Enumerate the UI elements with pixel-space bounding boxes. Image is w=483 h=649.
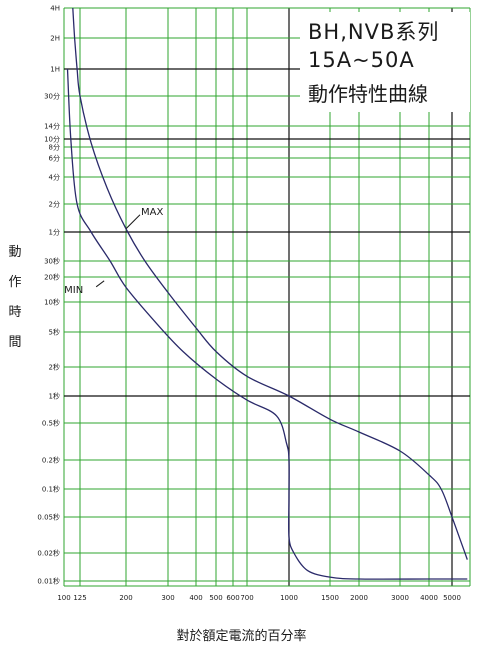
y-tick-label: 30分 (44, 92, 60, 101)
y-tick-label: 4分 (49, 173, 60, 182)
y-tick-label: 5秒 (49, 328, 60, 337)
grid-lines (63, 7, 471, 587)
x-tick-label: 2000 (350, 594, 368, 602)
x-tick-label: 100 (57, 594, 70, 602)
y-tick-label: 0.5秒 (42, 419, 60, 428)
y-tick-label: 20秒 (44, 273, 60, 282)
y-tick-label: 0.01秒 (37, 577, 60, 586)
curve-max (72, 7, 468, 560)
y-tick-label: 10秒 (44, 298, 60, 307)
x-tick-label: 200 (119, 594, 132, 602)
y-tick-label: 2H (50, 35, 60, 43)
x-tick-label: 400 (189, 594, 202, 602)
y-tick-label: 30秒 (44, 257, 60, 266)
chart-title-box: BH,NVB系列 15A~50A 動作特性曲線 (300, 12, 470, 112)
y-tick-label: 8分 (49, 143, 60, 152)
y-tick-label: 1秒 (49, 392, 60, 401)
y-tick-label: 2秒 (49, 363, 60, 372)
curve-min (66, 68, 468, 580)
y-tick-label: 0.2秒 (42, 456, 60, 465)
y-tick-label: 4H (50, 5, 60, 13)
x-tick-label: 300 (161, 594, 174, 602)
y-tick-label: 1分 (49, 228, 60, 237)
title-characteristic: 動作特性曲線 (308, 82, 428, 106)
y-axis-label: 動作時間 (8, 245, 22, 350)
y-tick-label: 2分 (49, 200, 60, 209)
y-tick-label: 6分 (49, 154, 60, 163)
x-tick-label: 1500 (321, 594, 339, 602)
x-tick-label: 500 (209, 594, 222, 602)
curve-labels: MAX MIN (64, 207, 163, 296)
x-tick-label: 3000 (391, 594, 409, 602)
curve-label-min: MIN (64, 285, 83, 296)
y-tick-label: 10分 (44, 135, 60, 144)
curve-label-leader (125, 214, 141, 230)
y-tick-label: 0.1秒 (42, 485, 60, 494)
curves (66, 7, 468, 580)
x-tick-label: 4000 (420, 594, 438, 602)
x-tick-label: 600 (226, 594, 239, 602)
title-series: BH,NVB系列 (308, 20, 440, 44)
tick-labels: 100 125 200 300 400 500 600 700 1000 1500 2000 3000… (37, 5, 461, 603)
y-tick-label: 0.02秒 (37, 549, 60, 558)
y-tick-label: 14分 (44, 122, 60, 131)
x-tick-label: 5000 (443, 594, 461, 602)
y-tick-label: 1H (50, 66, 60, 74)
x-tick-label: 125 (73, 594, 86, 602)
x-tick-label: 1000 (280, 594, 298, 602)
curve-label-leader (95, 280, 105, 288)
x-axis-label: 對於額定電流的百分率 (176, 629, 307, 644)
title-rating: 15A~50A (308, 48, 415, 72)
x-tick-label: 700 (240, 594, 253, 602)
y-tick-label: 0.05秒 (37, 513, 60, 522)
curve-label-max: MAX (141, 207, 163, 218)
